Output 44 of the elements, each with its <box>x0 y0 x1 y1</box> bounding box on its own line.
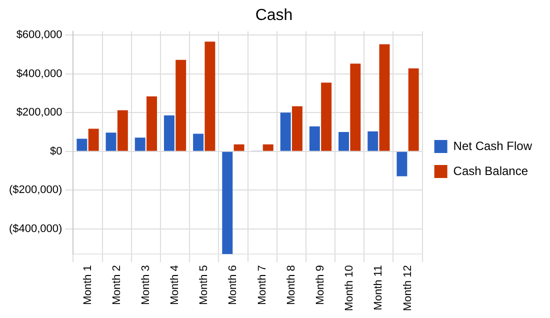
bar <box>88 128 99 151</box>
legend-label: Cash Balance <box>453 164 528 178</box>
bar <box>222 152 233 254</box>
bar <box>338 132 349 151</box>
y-tick-label: ($400,000) <box>8 222 62 235</box>
x-tick-label: Month 10 <box>344 265 356 312</box>
y-tick-label: ($200,000) <box>8 184 62 196</box>
x-tick-label: Month 4 <box>169 265 182 305</box>
x-tick-label: Month 2 <box>110 265 123 305</box>
x-tick-label: Month 9 <box>314 265 327 305</box>
bar <box>280 112 291 151</box>
x-tick-label: Month 12 <box>402 265 414 312</box>
bar <box>396 152 408 176</box>
bar <box>176 60 186 151</box>
bar <box>379 44 390 151</box>
x-tick-label: Month 3 <box>140 265 152 305</box>
bar <box>134 138 146 151</box>
bar <box>309 126 320 151</box>
bar <box>106 132 116 151</box>
legend-label: Net Cash Flow <box>453 138 532 153</box>
bar <box>193 134 204 151</box>
bar <box>408 68 419 151</box>
bar <box>164 115 174 151</box>
y-tick-label: $0 <box>50 145 62 158</box>
x-tick-label: Month 11 <box>372 265 385 310</box>
bar <box>117 110 128 151</box>
x-tick-label: Month 7 <box>256 265 268 305</box>
bar <box>204 42 216 151</box>
x-tick-label: Month 8 <box>285 265 298 305</box>
chart-title: Cash <box>255 7 293 24</box>
x-tick-label: Month 6 <box>227 265 240 305</box>
bar <box>234 144 244 151</box>
bar <box>368 131 378 151</box>
y-tick-label: $200,000 <box>16 106 62 119</box>
bar <box>292 106 302 151</box>
bar <box>350 64 361 151</box>
bar <box>76 138 88 151</box>
bar <box>321 82 332 151</box>
x-tick-label: Month 1 <box>82 265 94 305</box>
y-tick-label: $600,000 <box>16 29 62 42</box>
bar <box>146 96 157 151</box>
bar <box>262 144 274 151</box>
y-tick-label: $400,000 <box>16 68 62 80</box>
x-tick-label: Month 5 <box>198 265 210 305</box>
